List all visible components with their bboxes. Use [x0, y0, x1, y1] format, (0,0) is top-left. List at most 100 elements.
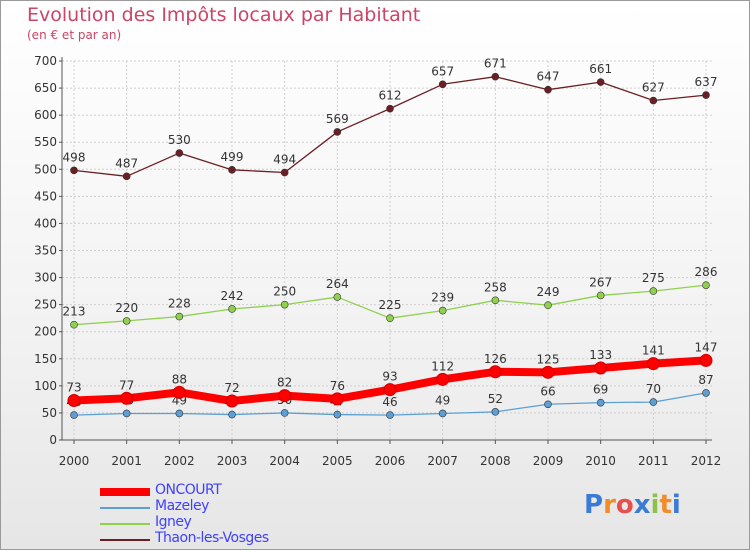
data-label: 73: [66, 380, 81, 394]
legend-label: ONCOURT: [155, 482, 222, 498]
x-tick-label: 2008: [480, 454, 511, 468]
data-label: 530: [168, 133, 191, 147]
data-point: [280, 300, 289, 309]
data-point: [175, 409, 184, 418]
data-label: 267: [589, 275, 612, 289]
y-tick-label: 200: [34, 325, 57, 339]
data-label: 125: [537, 352, 560, 366]
logo-letter: r: [603, 490, 616, 520]
data-point: [386, 104, 394, 113]
data-label: 126: [484, 352, 507, 366]
logo-letter: i: [671, 490, 681, 520]
y-tick-label: 450: [34, 189, 57, 203]
logo-letter: o: [615, 490, 634, 520]
data-label: 498: [63, 150, 86, 164]
data-point: [491, 408, 500, 416]
data-label: 76: [330, 379, 345, 393]
data-point: [280, 409, 289, 417]
data-label: 275: [642, 271, 665, 285]
data-point: [699, 353, 713, 367]
x-tick-label: 2003: [217, 454, 248, 468]
data-point: [438, 306, 447, 315]
data-label: 258: [484, 280, 507, 294]
y-tick-label: 400: [34, 216, 57, 230]
data-point: [649, 96, 658, 105]
data-point: [70, 166, 78, 175]
y-tick-label: 550: [34, 135, 57, 149]
data-point: [228, 305, 236, 313]
legend-swatch: [100, 507, 150, 509]
data-point: [438, 80, 447, 89]
data-point: [70, 411, 78, 419]
x-tick-label: 2005: [322, 454, 353, 468]
data-point: [596, 78, 605, 86]
x-tick-label: 2004: [269, 454, 300, 468]
data-label: 69: [593, 383, 608, 397]
chart-title: Evolution des Impôts locaux par Habitant: [27, 4, 421, 26]
data-point: [278, 389, 292, 403]
data-label: 647: [537, 70, 560, 84]
data-point: [70, 320, 78, 329]
data-point: [122, 317, 131, 325]
data-label: 494: [273, 153, 296, 167]
data-point: [649, 287, 658, 295]
data-label: 249: [537, 285, 560, 299]
data-point: [120, 391, 134, 405]
y-tick-label: 650: [34, 81, 57, 95]
data-point: [386, 411, 394, 419]
logo-letter: i: [650, 490, 660, 520]
data-label: 133: [589, 348, 612, 362]
y-tick-label: 0: [49, 433, 57, 447]
data-label: 250: [273, 285, 296, 299]
logo-letter: t: [659, 490, 672, 520]
data-label: 70: [646, 382, 661, 396]
data-label: 657: [431, 64, 454, 78]
logo-letter: x: [633, 490, 651, 520]
data-label: 499: [221, 150, 244, 164]
data-label: 225: [379, 298, 402, 312]
data-point: [67, 393, 81, 407]
data-label: 627: [642, 81, 665, 95]
data-point: [541, 365, 555, 379]
series-thaon-les-vosges: 498 487 530 499 494 569 612 657 671 647 661 627 637: [63, 57, 718, 181]
chart-subtitle: (en € et par an): [27, 28, 122, 42]
data-label: 286: [695, 265, 718, 279]
data-label: 637: [695, 75, 718, 89]
data-label: 88: [172, 372, 187, 386]
data-point: [280, 168, 289, 177]
logo-letter: P: [584, 490, 604, 520]
data-label: 52: [488, 392, 503, 406]
data-label: 213: [63, 305, 86, 319]
data-label: 49: [435, 393, 450, 407]
data-point: [594, 361, 608, 375]
x-tick-label: 2007: [427, 454, 458, 468]
data-point: [491, 296, 500, 305]
data-label: 661: [589, 62, 612, 76]
data-point: [228, 410, 236, 419]
x-tick-label: 2000: [59, 454, 90, 468]
data-label: 569: [326, 112, 349, 126]
data-point: [544, 85, 552, 94]
data-point: [436, 372, 450, 386]
data-label: 66: [540, 384, 555, 398]
y-tick-label: 500: [34, 162, 57, 176]
data-label: 239: [431, 291, 454, 305]
x-tick-label: 2011: [638, 454, 669, 468]
data-label: 93: [382, 370, 397, 384]
legend-swatch: [100, 488, 150, 496]
y-tick-label: 600: [34, 108, 57, 122]
data-point: [333, 128, 342, 136]
data-point: [596, 398, 605, 407]
data-point: [649, 398, 658, 406]
data-point: [491, 72, 500, 81]
data-point: [333, 293, 342, 301]
data-label: 141: [642, 344, 665, 358]
y-tick-label: 350: [34, 244, 57, 258]
data-label: 228: [168, 297, 191, 311]
y-tick-label: 100: [34, 379, 57, 393]
data-point: [175, 149, 184, 157]
data-label: 671: [484, 57, 507, 71]
proxiti-logo: Proxiti: [584, 490, 681, 520]
